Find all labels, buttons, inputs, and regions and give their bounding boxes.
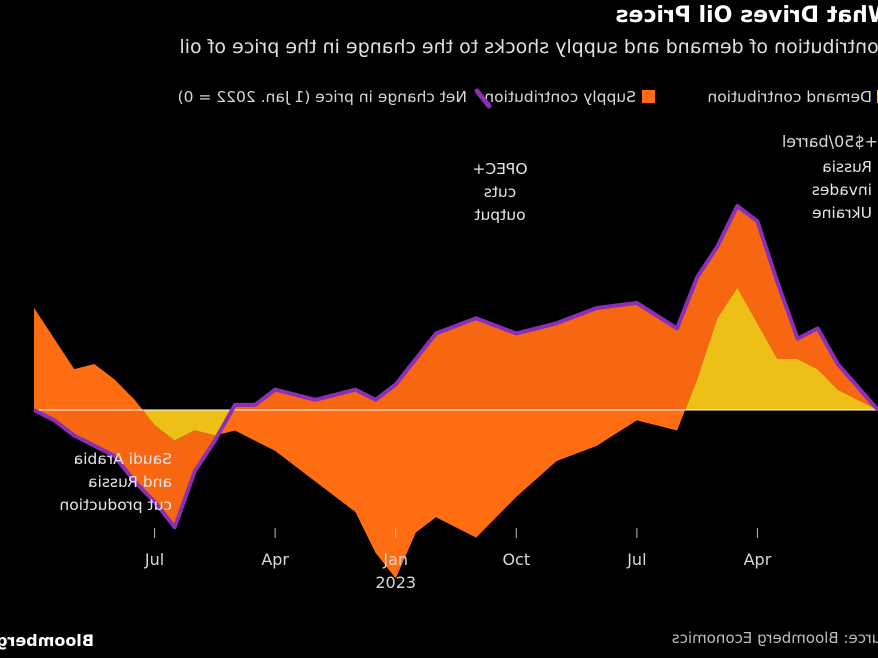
x-axis: Apr Jul Oct Jan 2023 Apr Jul: [144, 528, 772, 592]
chart-title: What Drives Oil Prices: [615, 3, 878, 28]
legend-supply-swatch: [642, 90, 655, 103]
annotation-russia-line-1: Russia: [822, 158, 872, 176]
x-tick-label: Oct: [502, 550, 530, 569]
net-price-line: [33, 204, 878, 530]
x-tick-label: Apr: [744, 550, 772, 569]
legend-net-label: Net change in price (1 Jan. 2022 = 0): [178, 88, 467, 106]
legend: Demand contribution Supply contribution …: [178, 88, 878, 109]
x-tick-label: Jul: [144, 550, 164, 569]
annotation-russia-line-2: invades: [812, 181, 872, 199]
legend-net-swatch: [474, 88, 492, 109]
chart-subtitle: Contribution of demand and supply shocks…: [179, 36, 878, 58]
annotation-saudi: Saudi Arabia and Russia cut production: [59, 450, 172, 514]
x-tick-label: Jul: [626, 550, 646, 569]
legend-demand-label: Demand contribution: [707, 88, 872, 106]
legend-supply-label: Supply contribution: [484, 88, 636, 106]
y-axis-top-label: +$50/barrel: [782, 132, 878, 151]
x-tick-label: 2023: [375, 573, 416, 592]
annotation-russia: Russia invades Ukraine: [812, 158, 872, 222]
x-tick-label: Jan: [382, 550, 408, 569]
annotation-opec-line-3: output: [474, 206, 525, 224]
plot-area: [33, 204, 878, 579]
annotation-saudi-line-1: Saudi Arabia: [74, 450, 172, 468]
annotation-opec-line-1: OPEC+: [472, 160, 527, 178]
annotation-saudi-line-3: cut production: [59, 496, 172, 514]
annotation-opec: OPEC+ cuts output: [472, 160, 527, 224]
mirrored-chart: What Drives Oil Prices Contribution of d…: [0, 3, 878, 650]
annotation-saudi-line-2: and Russia: [88, 473, 172, 491]
x-tick-label: Apr: [261, 550, 289, 569]
brand-logo: Bloomberg: [0, 631, 94, 650]
source-note: Source: Bloomberg Economics: [672, 629, 878, 647]
supply-area: [34, 206, 878, 579]
annotation-russia-line-3: Ukraine: [812, 204, 872, 222]
annotation-opec-line-2: cuts: [484, 183, 517, 201]
